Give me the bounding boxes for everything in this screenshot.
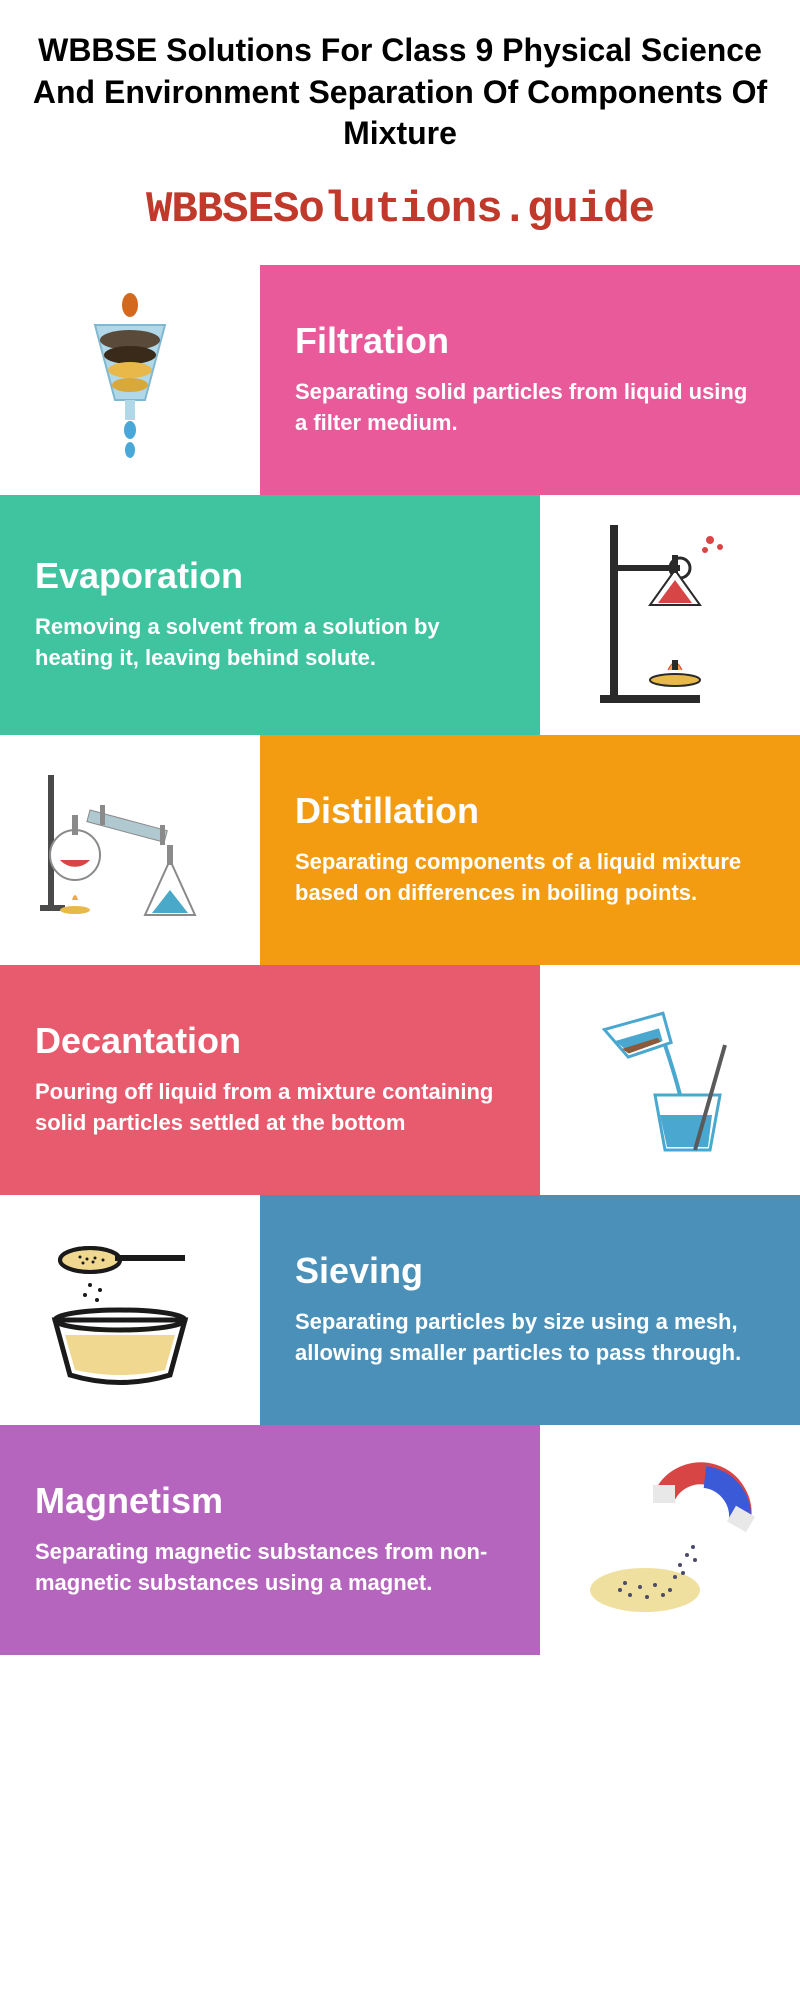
- evaporation-desc: Removing a solvent from a solution by he…: [35, 612, 505, 674]
- section-evaporation: Evaporation Removing a solvent from a so…: [0, 495, 800, 735]
- magnetism-desc: Separating magnetic substances from non-…: [35, 1537, 505, 1599]
- filtration-desc: Separating solid particles from liquid u…: [295, 377, 765, 439]
- page-title: WBBSE Solutions For Class 9 Physical Sci…: [25, 30, 775, 155]
- decantation-image: [540, 965, 800, 1195]
- magnetism-title: Magnetism: [35, 1480, 505, 1522]
- filtration-image: [0, 265, 260, 495]
- distillation-icon: [30, 760, 230, 940]
- section-distillation: Distillation Separating components of a …: [0, 735, 800, 965]
- decantation-title: Decantation: [35, 1020, 505, 1062]
- evaporation-text: Evaporation Removing a solvent from a so…: [0, 495, 540, 735]
- section-filtration: Filtration Separating solid particles fr…: [0, 265, 800, 495]
- section-magnetism: Magnetism Separating magnetic substances…: [0, 1425, 800, 1655]
- evaporation-icon: [580, 515, 760, 715]
- filtration-title: Filtration: [295, 320, 765, 362]
- magnetism-text: Magnetism Separating magnetic substances…: [0, 1425, 540, 1655]
- magnetism-image: [540, 1425, 800, 1655]
- decantation-icon: [580, 995, 760, 1165]
- page-subtitle: WBBSESolutions.guide: [20, 185, 780, 235]
- section-decantation: Decantation Pouring off liquid from a mi…: [0, 965, 800, 1195]
- page-subheader: WBBSESolutions.guide: [0, 175, 800, 265]
- sieving-text: Sieving Separating particles by size usi…: [260, 1195, 800, 1425]
- distillation-text: Distillation Separating components of a …: [260, 735, 800, 965]
- sieving-icon: [35, 1225, 225, 1395]
- page-header: WBBSE Solutions For Class 9 Physical Sci…: [0, 0, 800, 175]
- section-sieving: Sieving Separating particles by size usi…: [0, 1195, 800, 1425]
- evaporation-title: Evaporation: [35, 555, 505, 597]
- sieving-title: Sieving: [295, 1250, 765, 1292]
- distillation-title: Distillation: [295, 790, 765, 832]
- filtration-text: Filtration Separating solid particles fr…: [260, 265, 800, 495]
- sieving-desc: Separating particles by size using a mes…: [295, 1307, 765, 1369]
- magnetism-icon: [575, 1455, 765, 1625]
- evaporation-image: [540, 495, 800, 735]
- decantation-text: Decantation Pouring off liquid from a mi…: [0, 965, 540, 1195]
- decantation-desc: Pouring off liquid from a mixture contai…: [35, 1077, 505, 1139]
- distillation-desc: Separating components of a liquid mixtur…: [295, 847, 765, 909]
- distillation-image: [0, 735, 260, 965]
- filtration-icon: [65, 290, 195, 470]
- sieving-image: [0, 1195, 260, 1425]
